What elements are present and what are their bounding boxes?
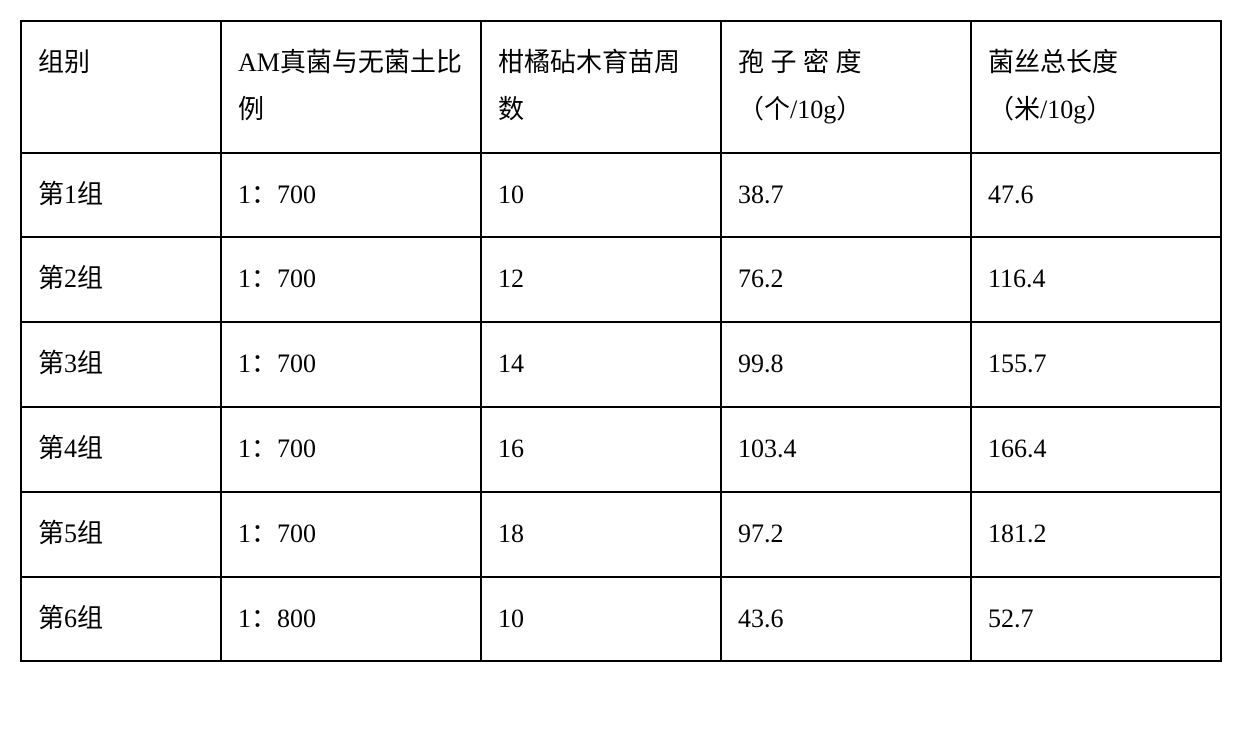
table-row: 第5组 1：700 18 97.2 181.2 [21,492,1221,577]
cell-weeks: 10 [481,577,721,662]
header-weeks: 柑橘砧木育苗周数 [481,21,721,153]
cell-weeks: 18 [481,492,721,577]
header-density: 孢 子 密 度（个/10g） [721,21,971,153]
cell-density: 38.7 [721,153,971,238]
cell-length: 181.2 [971,492,1221,577]
cell-group: 第5组 [21,492,221,577]
cell-ratio: 1：700 [221,237,481,322]
cell-ratio: 1：800 [221,577,481,662]
cell-weeks: 14 [481,322,721,407]
cell-ratio: 1：700 [221,492,481,577]
cell-weeks: 12 [481,237,721,322]
table-row: 第6组 1：800 10 43.6 52.7 [21,577,1221,662]
cell-density: 76.2 [721,237,971,322]
cell-length: 116.4 [971,237,1221,322]
table-row: 第4组 1：700 16 103.4 166.4 [21,407,1221,492]
cell-density: 103.4 [721,407,971,492]
cell-weeks: 16 [481,407,721,492]
table-row: 第1组 1：700 10 38.7 47.6 [21,153,1221,238]
cell-length: 52.7 [971,577,1221,662]
table-row: 第3组 1：700 14 99.8 155.7 [21,322,1221,407]
cell-ratio: 1：700 [221,322,481,407]
data-table: 组别 AM真菌与无菌土比例 柑橘砧木育苗周数 孢 子 密 度（个/10g） 菌丝… [20,20,1222,662]
cell-length: 155.7 [971,322,1221,407]
cell-length: 166.4 [971,407,1221,492]
cell-density: 99.8 [721,322,971,407]
cell-group: 第3组 [21,322,221,407]
table-row: 第2组 1：700 12 76.2 116.4 [21,237,1221,322]
cell-weeks: 10 [481,153,721,238]
cell-group: 第6组 [21,577,221,662]
cell-ratio: 1：700 [221,153,481,238]
cell-group: 第2组 [21,237,221,322]
table-body: 第1组 1：700 10 38.7 47.6 第2组 1：700 12 76.2… [21,153,1221,662]
cell-ratio: 1：700 [221,407,481,492]
header-length: 菌丝总长度（米/10g） [971,21,1221,153]
cell-group: 第1组 [21,153,221,238]
cell-density: 97.2 [721,492,971,577]
cell-length: 47.6 [971,153,1221,238]
header-group: 组别 [21,21,221,153]
table-header-row: 组别 AM真菌与无菌土比例 柑橘砧木育苗周数 孢 子 密 度（个/10g） 菌丝… [21,21,1221,153]
cell-group: 第4组 [21,407,221,492]
cell-density: 43.6 [721,577,971,662]
header-ratio: AM真菌与无菌土比例 [221,21,481,153]
